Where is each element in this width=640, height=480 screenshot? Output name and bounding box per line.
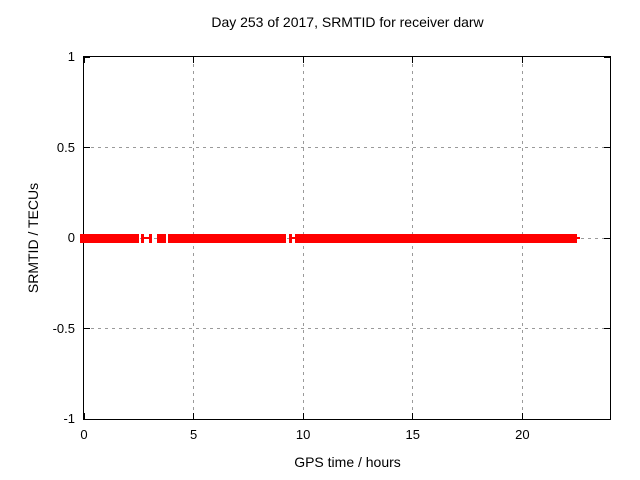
plot-area <box>80 56 611 420</box>
data-segment <box>156 233 166 243</box>
data-segment <box>167 233 287 243</box>
data-segment <box>295 233 577 243</box>
x-tick-mark <box>412 413 414 419</box>
x-tick-mark <box>302 413 304 419</box>
y-tick-mark <box>84 56 90 58</box>
x-tick-mark <box>521 57 523 63</box>
x-tick-label: 20 <box>515 427 530 442</box>
x-tick-mark <box>521 413 523 419</box>
y-tick-mark <box>604 237 610 239</box>
data-segment <box>143 237 150 239</box>
data-segment <box>80 233 139 243</box>
y-tick-mark <box>84 328 90 329</box>
x-tick-label: 15 <box>405 427 420 442</box>
x-tick-mark <box>83 413 85 419</box>
x-tick-mark <box>193 413 195 419</box>
data-segment <box>140 233 144 243</box>
x-tick-mark <box>193 57 195 63</box>
x-tick-mark <box>83 57 85 63</box>
x-axis-title: GPS time / hours <box>294 454 401 470</box>
y-tick-mark <box>604 56 610 58</box>
y-tick-mark <box>84 418 90 420</box>
y-tick-label: -0.5 <box>52 320 75 336</box>
data-segment <box>576 237 580 239</box>
y-tick-label: 1 <box>67 49 75 64</box>
horizontal-gridline <box>84 147 610 148</box>
y-tick-mark <box>604 328 610 329</box>
chart-title: Day 253 of 2017, SRMTID for receiver dar… <box>211 14 484 30</box>
y-tick-mark <box>604 147 610 148</box>
data-segment <box>291 237 296 239</box>
data-segment <box>149 233 153 243</box>
y-tick-mark <box>604 418 610 420</box>
x-tick-label: 10 <box>295 427 311 442</box>
x-tick-mark <box>412 57 414 63</box>
x-tick-label: 5 <box>189 427 198 442</box>
y-tick-label: 0.5 <box>56 139 75 155</box>
horizontal-gridline <box>84 328 610 329</box>
y-tick-label: 0 <box>67 230 75 245</box>
x-tick-label: 0 <box>80 427 88 442</box>
x-tick-mark <box>302 57 304 63</box>
y-tick-mark <box>84 147 90 148</box>
y-tick-label: -1 <box>63 411 75 426</box>
data-segment <box>288 233 292 243</box>
